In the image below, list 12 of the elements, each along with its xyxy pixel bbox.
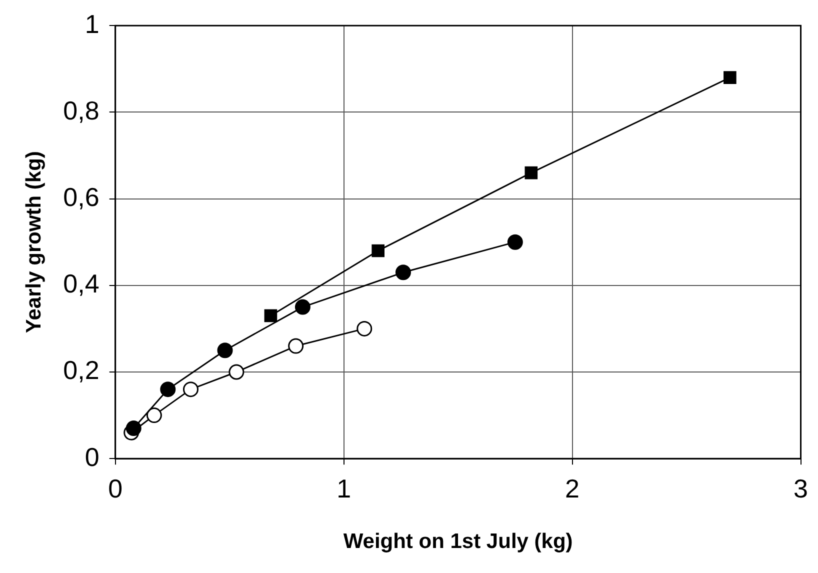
y-axis-title: Yearly growth (kg) xyxy=(22,151,46,334)
y-tick-label: 0,6 xyxy=(63,182,100,212)
x-tick-label: 0 xyxy=(108,473,123,504)
y-tick-label: 0,2 xyxy=(63,355,100,386)
y-tick-label: 0,4 xyxy=(63,268,100,299)
x-axis-title: Weight on 1st July (kg) xyxy=(343,530,573,554)
y-tick-label: 0,8 xyxy=(63,95,100,126)
y-tick-label: 1 xyxy=(84,8,100,39)
y-tick-label: 0 xyxy=(84,442,100,472)
x-tick-label: 3 xyxy=(794,473,808,504)
x-tick-label: 2 xyxy=(565,473,580,504)
x-tick-label: 1 xyxy=(336,473,352,504)
